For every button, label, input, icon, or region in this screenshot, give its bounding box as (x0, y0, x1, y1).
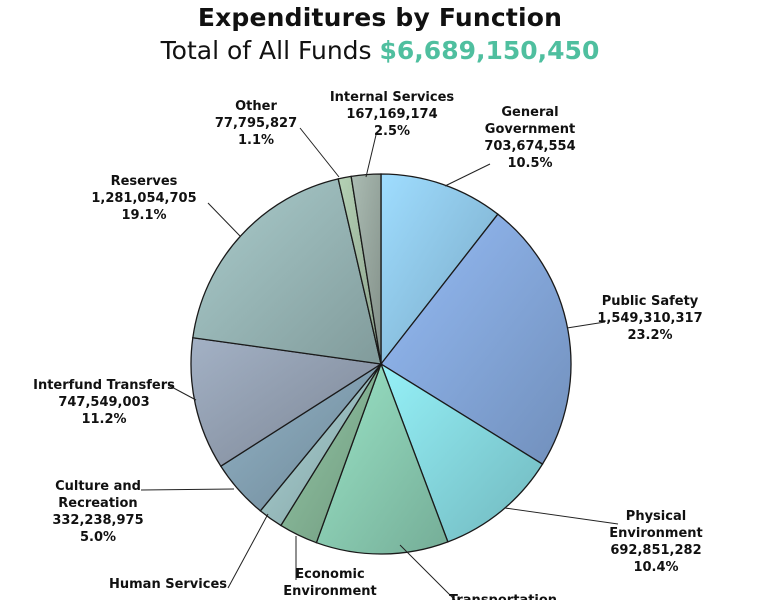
slice-label-physical-environment: Physical Environment 692,851,282 10.4% (609, 509, 703, 575)
pie-slice-reserves (192, 178, 382, 365)
slice-label-other: Other 77,795,827 1.1% (215, 99, 297, 148)
leader-line-other (299, 127, 340, 178)
slice-label-economic-environment: Economic Environment (283, 567, 377, 599)
leader-line-interfund-transfers (167, 384, 197, 401)
slice-label-internal-services: Internal Services 167,169,174 2.5% (330, 90, 455, 139)
leader-line-transportation (399, 544, 456, 600)
pie-slice-transportation (315, 362, 449, 555)
slice-label-human-services: Human Services (109, 577, 227, 592)
pie-slice-physical-environment (379, 362, 544, 543)
leader-line-internal-services (365, 134, 377, 178)
leader-line-general-government (444, 163, 491, 187)
leader-lines (140, 127, 619, 600)
pie-slice-interfund-transfers (190, 336, 383, 468)
pie-slice-internal-services (350, 173, 382, 365)
pie-slice-general-government (380, 173, 499, 366)
total-amount: $6,689,150,450 (379, 36, 600, 65)
leader-line-reserves (207, 202, 241, 237)
slice-labels: General Government 703,674,554 10.5% Public … (33, 90, 703, 600)
leader-line-culture-and-recreation (140, 488, 235, 491)
pie-slices (190, 173, 572, 555)
slice-label-reserves: Reserves 1,281,054,705 19.1% (91, 174, 196, 223)
subtitle-prefix: Total of All Funds (160, 36, 372, 65)
slice-label-transportation: Transportation (449, 593, 557, 600)
leader-line-physical-environment (504, 507, 619, 525)
chart-title: Expenditures by Function (197, 3, 563, 32)
chart-subtitle: Total of All Funds $6,689,150,450 (0, 36, 760, 65)
slice-label-culture-and-recreation: Culture and Recreation 332,238,975 5.0% (52, 479, 143, 545)
slice-label-public-safety: Public Safety 1,549,310,317 23.2% (597, 294, 702, 343)
slice-label-general-government: General Government 703,674,554 10.5% (484, 105, 575, 171)
pie-slice-public-safety (380, 213, 572, 466)
leader-line-human-services (227, 513, 269, 589)
leader-line-public-safety (566, 321, 606, 329)
slice-label-interfund-transfers: Interfund Transfers 747,549,003 11.2% (33, 378, 175, 427)
